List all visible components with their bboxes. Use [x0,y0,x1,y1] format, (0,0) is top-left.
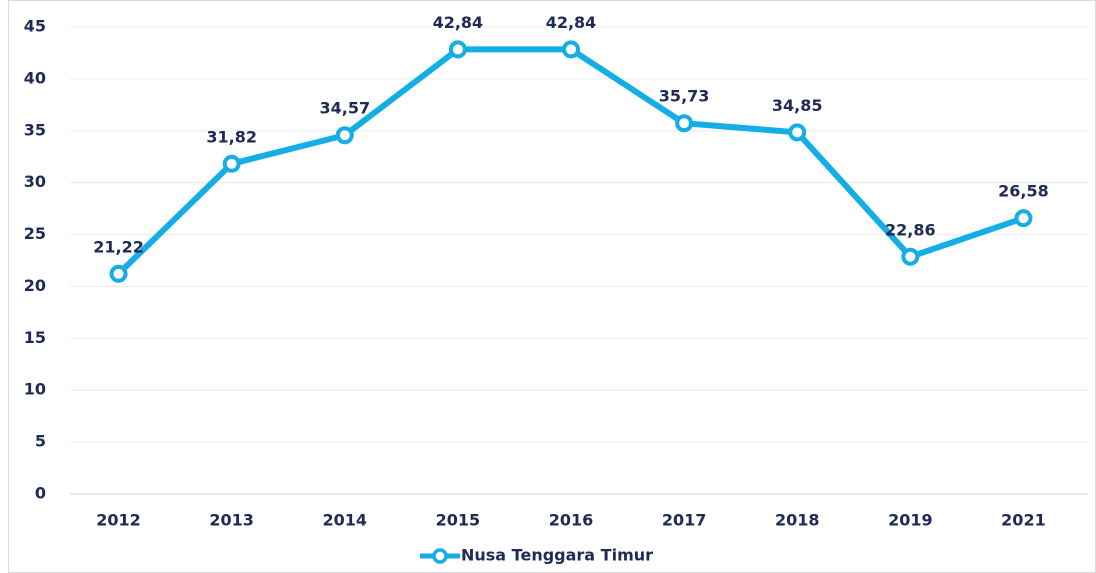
data-label: 22,86 [885,220,936,239]
y-tick-label: 35 [24,120,46,139]
x-tick-label: 2015 [436,511,481,530]
point [1014,209,1033,228]
x-tick-label: 2016 [549,511,594,530]
y-tick-label: 15 [24,328,46,347]
y-tick-label: 45 [24,17,46,36]
point [335,126,354,145]
point [109,264,128,283]
point [901,247,920,266]
y-tick-label: 40 [24,68,46,87]
data-label: 31,82 [206,127,257,146]
y-tick-label: 30 [24,172,46,191]
x-tick-label: 2014 [323,511,368,530]
y-tick-label: 10 [24,380,46,399]
data-label: 35,73 [659,87,710,106]
x-tick-label: 2012 [96,511,141,530]
y-tick-label: 25 [24,224,46,243]
data-label: 42,84 [433,13,484,32]
data-label: 34,85 [772,96,823,115]
point [448,40,467,59]
y-tick-label: 0 [35,484,46,503]
data-label: 26,58 [998,182,1049,201]
data-label: 42,84 [546,13,597,32]
legend-marker [432,548,448,564]
y-tick-label: 5 [35,432,46,451]
point [562,40,580,59]
x-tick-label: 2017 [662,511,707,530]
line [116,46,1025,276]
legend-label: Nusa Tenggara Timur [461,546,653,565]
y-tick-label: 20 [24,276,46,295]
data-label: 34,57 [319,99,370,118]
point [675,114,694,133]
point [222,154,241,173]
point [788,123,807,142]
x-tick-label: 2013 [209,511,254,530]
data-label: 21,22 [93,237,144,256]
x-tick-label: 2021 [1001,511,1046,530]
x-tick-label: 2018 [775,511,820,530]
x-tick-label: 2019 [888,511,933,530]
